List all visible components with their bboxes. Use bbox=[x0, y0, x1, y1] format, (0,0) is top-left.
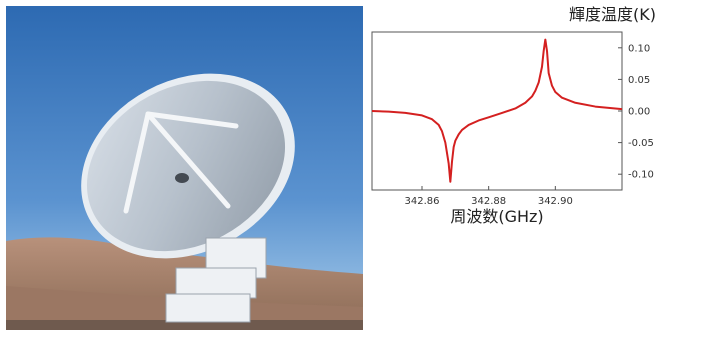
plot-frame bbox=[371, 31, 623, 191]
y-tick-labels: 0.10 0.05 0.00 -0.05 -0.10 bbox=[628, 43, 654, 180]
x-tick-label: 342.88 bbox=[471, 196, 506, 207]
spectrum-chart: 輝度温度(K) 0.100.050.00-0.05-0.10 342.86 342… bbox=[371, 5, 656, 226]
y-tick-label: 0.05 bbox=[628, 75, 650, 86]
plot-area bbox=[371, 38, 623, 190]
y-tick-label: 0.00 bbox=[628, 107, 650, 118]
x-tick-label: 342.86 bbox=[405, 196, 440, 207]
ground-strip bbox=[6, 320, 363, 330]
y-tick-label: 0.10 bbox=[628, 43, 650, 54]
subreflector bbox=[175, 173, 189, 183]
telescope-photo bbox=[6, 6, 363, 330]
y-tick-label: -0.05 bbox=[628, 138, 654, 149]
y-axis-title: 輝度温度(K) bbox=[569, 5, 656, 24]
x-tick-label: 342.90 bbox=[538, 196, 573, 207]
x-tick-labels: 342.86 342.88 342.90 bbox=[405, 196, 573, 207]
x-axis-title: 周波数(GHz) bbox=[450, 207, 543, 226]
y-tick-label: -0.10 bbox=[628, 170, 654, 181]
series-line-0 bbox=[371, 38, 623, 183]
antenna-mount bbox=[165, 237, 267, 323]
dish-struts bbox=[123, 111, 239, 214]
